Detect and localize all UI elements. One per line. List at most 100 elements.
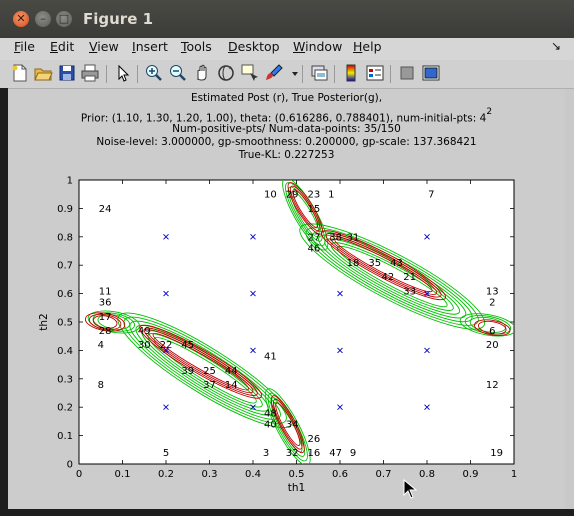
hide-plot-tools-icon[interactable] (397, 63, 417, 83)
point-label: 38 (329, 232, 342, 243)
point-label: 19 (490, 448, 503, 459)
pointer-arrow-icon[interactable] (113, 63, 133, 83)
menu-help[interactable]: Help (353, 39, 382, 54)
dock-arrow-icon[interactable]: ↘ (551, 39, 561, 53)
point-label: 47 (329, 448, 342, 459)
menu-file[interactable]: File (14, 39, 35, 54)
pan-hand-icon[interactable] (192, 63, 212, 83)
point-label: 24 (99, 204, 112, 215)
point-label: 43 (390, 258, 403, 269)
x-tick-label: 1 (511, 469, 517, 480)
open-file-icon[interactable] (33, 63, 53, 83)
point-label: 40 (264, 420, 277, 431)
point-label: 26 (308, 434, 321, 445)
point-label: 4 (98, 340, 104, 351)
x-tick-label: 0.1 (115, 469, 131, 480)
terminal-edge-bottom (0, 509, 574, 516)
y-tick-label: 0.2 (57, 403, 73, 414)
brush-dropdown-icon[interactable] (285, 63, 297, 83)
save-icon[interactable] (57, 63, 77, 83)
menu-window[interactable]: Window (293, 39, 342, 54)
point-label: 37 (203, 380, 216, 391)
figure-canvas: Estimated Post (r), True Posterior(g), P… (8, 89, 565, 509)
x-tick-label: 0.5 (289, 469, 305, 480)
point-label: 2 (489, 298, 495, 309)
x-tick-label: 0.6 (332, 469, 348, 480)
point-label: 17 (99, 312, 112, 323)
point-label: 30 (138, 340, 151, 351)
maximize-window-button[interactable]: □ (56, 11, 72, 27)
menu-tools[interactable]: Tools (181, 39, 212, 54)
toolbar-separator (106, 65, 107, 83)
x-tick-label: 0.8 (419, 469, 435, 480)
point-label: 13 (486, 286, 499, 297)
data-cursor-icon[interactable] (240, 63, 260, 83)
menu-insert[interactable]: Insert (132, 39, 168, 54)
y-tick-label: 1 (67, 176, 73, 187)
point-label: 10 (264, 190, 277, 201)
x-tick-label: 0.9 (463, 469, 479, 480)
menu-view[interactable]: View (89, 39, 119, 54)
y-tick-label: 0 (67, 460, 73, 471)
point-label: 32 (286, 448, 299, 459)
title-bar: ✕ – □ Figure 1 (0, 0, 574, 38)
brush-icon[interactable] (264, 63, 284, 83)
point-label: 29 (286, 190, 299, 201)
point-label: 1 (328, 190, 334, 201)
point-label: 41 (264, 352, 277, 363)
point-label: 11 (99, 286, 112, 297)
point-label: 49 (138, 326, 151, 337)
y-tick-label: 0.8 (57, 232, 73, 243)
point-label: 8 (98, 380, 104, 391)
y-tick-label: 0.1 (57, 431, 73, 442)
close-window-button[interactable]: ✕ (13, 11, 29, 27)
new-figure-icon[interactable] (10, 63, 30, 83)
point-label: 48 (264, 408, 277, 419)
point-label: 15 (308, 204, 321, 215)
point-label: 44 (225, 366, 238, 377)
point-label: 23 (308, 190, 321, 201)
minimize-window-button[interactable]: – (35, 11, 51, 27)
menu-edit[interactable]: Edit (50, 39, 74, 54)
zoom-in-icon[interactable] (144, 63, 164, 83)
y-tick-label: 0.6 (57, 289, 73, 300)
point-label: 5 (163, 448, 169, 459)
menu-desktop[interactable]: Desktop (228, 39, 280, 54)
x-tick-label: 0.2 (158, 469, 174, 480)
y-tick-label: 0.5 (57, 318, 73, 329)
colorbar-icon[interactable] (341, 63, 361, 83)
point-label: 9 (350, 448, 356, 459)
link-plot-icon[interactable] (309, 63, 329, 83)
x-tick-label: 0 (76, 469, 82, 480)
zoom-out-icon[interactable] (168, 63, 188, 83)
point-label: 27 (308, 232, 321, 243)
y-axis-label: th2 (38, 313, 50, 330)
y-tick-label: 0.3 (57, 374, 73, 385)
point-label: 25 (203, 366, 216, 377)
point-label: 16 (308, 448, 321, 459)
toolbar-separator (137, 65, 138, 83)
show-plot-tools-icon[interactable] (421, 63, 441, 83)
legend-icon[interactable] (365, 63, 385, 83)
toolbar-separator (302, 65, 303, 83)
figure-toolbar (0, 60, 574, 89)
rotate-3d-icon[interactable] (216, 63, 236, 83)
point-label: 7 (428, 190, 434, 201)
contour-plot[interactable]: 0 0.1 0.2 0.3 0.4 0.5 0.6 0.7 0.8 0.9 100.10.20.30… (8, 89, 565, 509)
point-label: 35 (368, 258, 381, 269)
menu-bar: File Edit View Insert Tools Desktop Wind… (0, 38, 574, 60)
point-label: 31 (347, 232, 360, 243)
print-icon[interactable] (80, 63, 100, 83)
point-label: 20 (486, 340, 499, 351)
y-tick-label: 0.9 (57, 204, 73, 215)
point-label: 14 (225, 380, 238, 391)
point-label: 3 (263, 448, 269, 459)
x-tick-label: 0.7 (376, 469, 392, 480)
x-tick-label: 0.3 (202, 469, 218, 480)
point-label: 6 (489, 326, 495, 337)
mouse-cursor-icon (403, 479, 417, 503)
point-label: 28 (99, 326, 112, 337)
point-label: 12 (486, 380, 499, 391)
terminal-edge (0, 88, 8, 516)
point-label: 18 (347, 258, 360, 269)
